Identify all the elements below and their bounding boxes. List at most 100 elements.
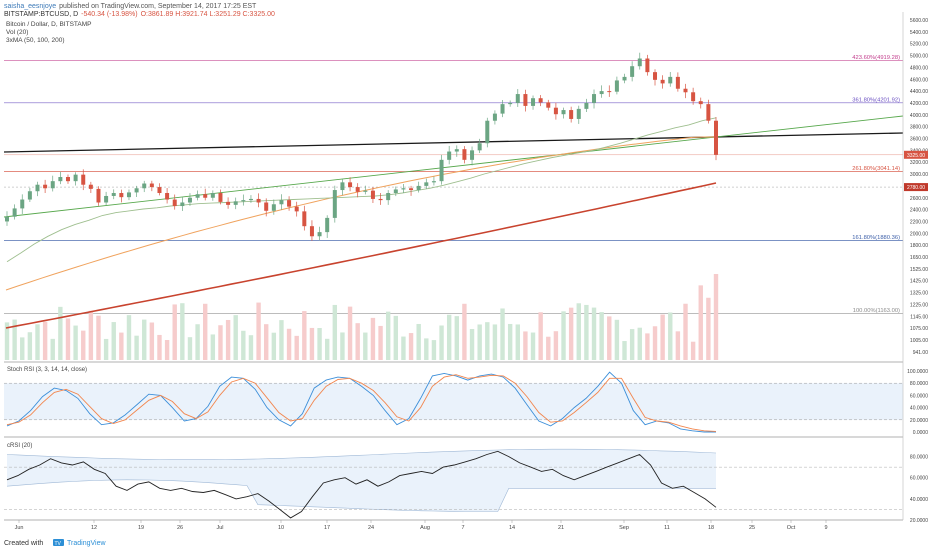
main-pane[interactable]: 423.60%(4919.28) 361.80%(4201.92) 261.80%(… — [3, 52, 904, 360]
price-tick-label: 3800.00 — [910, 125, 928, 131]
crsi-pane[interactable]: cRSI (20) 80.0000 60.0000 40.0000 20.0000 — [4, 443, 928, 524]
volume-bar — [264, 324, 269, 360]
volume-bar — [424, 338, 429, 360]
volume-bar — [599, 312, 604, 360]
candle-body — [203, 194, 208, 198]
candle-body — [58, 177, 63, 182]
svg-text:BITSTAMP:BTCUSD, D-540.34 (-13: BITSTAMP:BTCUSD, D -540.34 (-13.98%) O:386… — [4, 11, 275, 18]
candle-body — [210, 193, 215, 198]
last-price-tag-label: 3325.00 — [907, 153, 925, 159]
svg-text:TV: TV — [55, 541, 62, 547]
publisher-user[interactable]: saisha_eesnjoye — [4, 3, 56, 10]
stoch-k-line — [6, 371, 716, 433]
fib-level-label: 423.60%(4919.28) — [852, 55, 900, 61]
fib-level-label: 161.80%(1880.36) — [852, 235, 900, 241]
volume-bar — [271, 332, 277, 360]
volume-bar — [149, 322, 155, 360]
crsi-line — [6, 450, 717, 519]
price-tick-label: 1425.00 — [910, 279, 928, 285]
candle-body — [271, 204, 276, 211]
candle-body — [264, 202, 269, 211]
volume-bar — [462, 303, 467, 360]
volume-bar — [96, 315, 101, 360]
price-tick-label: 1225.00 — [910, 302, 928, 308]
candle-body — [546, 102, 551, 108]
candle-body — [88, 184, 93, 189]
stoch-tick-label: 40.0000 — [910, 406, 928, 412]
candle-body — [645, 58, 650, 73]
volume-bar — [607, 316, 612, 360]
stoch-rsi-pane[interactable]: Stoch RSI (3, 3, 14, 14, close) 100.0000 8… — [4, 367, 928, 436]
candle-body — [370, 190, 375, 199]
crsi-upper-band-line — [6, 448, 717, 461]
volume-bar — [492, 324, 498, 360]
volume-bar — [73, 325, 78, 360]
candle-body — [401, 188, 406, 190]
tradingview-logo-icon: TV — [53, 539, 64, 547]
brand-label[interactable]: TradingView — [67, 540, 106, 547]
volume-bar — [363, 332, 368, 360]
candle-body — [294, 206, 299, 212]
volume-bar — [103, 338, 109, 360]
stoch-tick-label: 60.0000 — [910, 393, 928, 399]
candle-body — [592, 94, 597, 103]
last-price-tag — [904, 150, 928, 159]
candle-body — [607, 91, 612, 93]
volume-bar — [27, 332, 33, 360]
volume-bar — [652, 326, 658, 360]
candle-body — [195, 194, 200, 198]
candle-body — [668, 76, 673, 84]
price-tick-label: 4000.00 — [910, 113, 928, 119]
candle-body — [157, 187, 162, 194]
price-tick-label: 5000.00 — [910, 54, 928, 60]
volume-bar — [210, 334, 216, 360]
volume-bar — [172, 304, 177, 360]
volume-bar — [408, 333, 414, 360]
candle-body — [317, 232, 322, 237]
volume-bar — [324, 338, 330, 360]
candle-body — [569, 110, 574, 119]
price-tick-label: 941.00 — [913, 350, 929, 356]
candle-body — [675, 76, 680, 89]
created-with-label: Created with — [4, 540, 43, 547]
candle-body — [233, 201, 238, 205]
crsi-tick-label: 20.0000 — [910, 518, 928, 524]
candle-body — [553, 107, 558, 115]
candle-body — [714, 120, 718, 155]
candle-body — [35, 184, 40, 192]
x-tick-label: Aug — [420, 525, 430, 531]
volume-bar — [233, 315, 238, 360]
candle-body — [279, 200, 284, 205]
volume-bar — [20, 337, 25, 360]
x-tick-label: 24 — [368, 525, 374, 531]
x-tick-label: Jun — [15, 525, 24, 531]
candle-body — [386, 193, 391, 201]
support-trendline — [3, 115, 904, 218]
volume-bar — [203, 303, 208, 360]
candle-body — [20, 199, 25, 209]
candle-body — [256, 198, 261, 203]
volume-bar — [546, 336, 551, 360]
crsi-lower-band-line — [6, 479, 716, 512]
crsi-label: cRSI (20) — [7, 443, 32, 449]
x-tick-label: Sep — [619, 525, 629, 531]
candle-body — [119, 193, 124, 198]
volume-bar — [279, 320, 284, 360]
price-tick-label: 4400.00 — [910, 89, 928, 95]
price-tick-label: 1800.00 — [910, 243, 928, 249]
candle-body — [104, 195, 109, 203]
ma-study-label: 3xMA (50, 100, 200) — [6, 37, 65, 44]
volume-bar — [241, 330, 246, 360]
candle-body — [165, 193, 170, 200]
fib-level-label: 100.00%(1163.00) — [853, 308, 900, 314]
price-tick-label: 1075.00 — [910, 326, 928, 332]
volume-bar — [119, 332, 124, 360]
volume-bar — [195, 324, 200, 360]
candle-body — [355, 187, 360, 192]
volume-bar — [347, 306, 353, 360]
axes: 5600.00 5400.00 5200.00 5000.00 4800.00 4600.… — [4, 12, 928, 531]
volume-bar — [507, 323, 513, 360]
candle-body — [500, 104, 505, 114]
volume-bar — [355, 323, 360, 360]
